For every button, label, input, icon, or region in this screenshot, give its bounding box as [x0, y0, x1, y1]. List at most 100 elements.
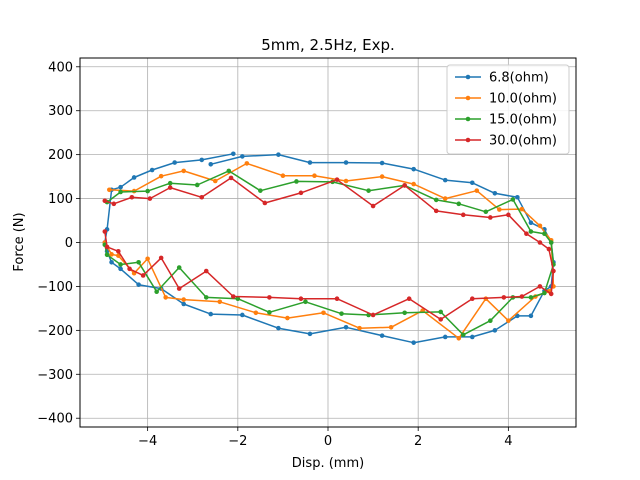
data-point — [492, 191, 498, 196]
data-point — [194, 182, 200, 188]
data-point — [366, 188, 371, 193]
data-point — [469, 296, 475, 302]
data-point — [107, 187, 112, 193]
legend-swatch-marker — [465, 137, 471, 143]
series-layer — [102, 151, 556, 345]
data-point — [181, 297, 187, 302]
data-point — [456, 201, 462, 207]
data-point — [433, 208, 439, 214]
data-point — [406, 296, 412, 302]
data-point — [109, 259, 114, 265]
data-point — [528, 220, 534, 226]
x-tick-label: −2 — [228, 434, 247, 449]
y-tick-label: −100 — [37, 280, 73, 295]
series-line — [104, 170, 555, 336]
x-tick-label: 4 — [504, 434, 512, 449]
data-point — [167, 185, 173, 190]
data-point — [285, 315, 290, 321]
legend-item: 10.0(ohm) — [455, 92, 557, 107]
data-point — [104, 252, 110, 258]
data-point — [411, 181, 416, 187]
data-point — [104, 244, 110, 250]
data-point — [280, 173, 286, 179]
data-point — [388, 324, 394, 330]
data-point — [240, 312, 245, 318]
data-point — [276, 325, 281, 331]
data-point — [542, 231, 547, 237]
data-point — [469, 180, 475, 186]
data-point — [343, 178, 349, 184]
data-point — [116, 248, 121, 254]
data-point — [321, 310, 326, 316]
data-point — [497, 207, 502, 212]
legend: 6.8(ohm) 10.0(ohm) 15.0(ohm) 30.0(ohm) — [446, 64, 570, 155]
data-point — [528, 295, 534, 300]
legend-label: 10.0(ohm) — [489, 92, 557, 107]
series-3 — [102, 168, 556, 338]
data-point — [118, 189, 123, 195]
data-point — [537, 223, 543, 229]
data-point — [228, 175, 234, 181]
data-point — [136, 282, 141, 287]
series-line — [104, 177, 555, 321]
data-point — [474, 188, 480, 193]
data-point — [312, 173, 317, 179]
data-point — [537, 284, 543, 289]
data-point — [510, 197, 516, 202]
data-point — [208, 162, 214, 167]
data-point — [460, 212, 466, 218]
data-point — [145, 188, 150, 194]
data-point — [411, 340, 416, 345]
data-point — [515, 313, 520, 319]
data-point — [303, 299, 308, 305]
legend-swatch-marker — [465, 74, 471, 80]
legend-swatch-marker — [465, 95, 471, 101]
data-point — [379, 333, 385, 338]
data-point — [402, 310, 407, 316]
data-point — [442, 177, 448, 183]
data-point — [102, 198, 108, 204]
legend-swatch-marker — [465, 116, 471, 122]
data-point — [519, 206, 525, 212]
series-4 — [102, 175, 556, 322]
y-tick-label: 300 — [48, 104, 73, 119]
y-tick-label: 0 — [65, 236, 73, 251]
data-point — [370, 312, 376, 318]
legend-label: 6.8(ohm) — [489, 71, 549, 86]
data-point — [136, 259, 141, 265]
data-point — [111, 201, 117, 207]
data-point — [506, 212, 511, 218]
grid — [80, 58, 576, 427]
data-point — [528, 229, 534, 234]
data-point — [176, 286, 182, 291]
data-point — [235, 296, 241, 302]
data-point — [548, 240, 554, 245]
y-tick-label: 100 — [48, 192, 73, 207]
data-point — [149, 167, 155, 173]
x-tick-label: 0 — [324, 434, 332, 449]
data-point — [172, 160, 177, 165]
x-tick-label: −4 — [138, 434, 157, 449]
data-point — [546, 246, 552, 252]
data-point — [203, 295, 209, 300]
data-point — [199, 157, 205, 163]
data-point — [276, 152, 281, 157]
data-point — [433, 197, 439, 203]
data-point — [515, 194, 520, 200]
data-point — [483, 209, 489, 215]
data-point — [212, 178, 218, 184]
data-point — [339, 311, 344, 316]
data-point — [240, 154, 245, 159]
data-point — [469, 334, 475, 340]
data-point — [203, 268, 209, 274]
legend-item: 30.0(ohm) — [455, 134, 557, 149]
data-point — [307, 331, 313, 337]
data-point — [109, 252, 114, 257]
data-point — [488, 318, 493, 323]
data-point — [411, 166, 416, 172]
data-point — [298, 190, 304, 196]
data-point — [244, 161, 250, 166]
data-point — [442, 334, 448, 340]
data-point — [154, 289, 159, 295]
